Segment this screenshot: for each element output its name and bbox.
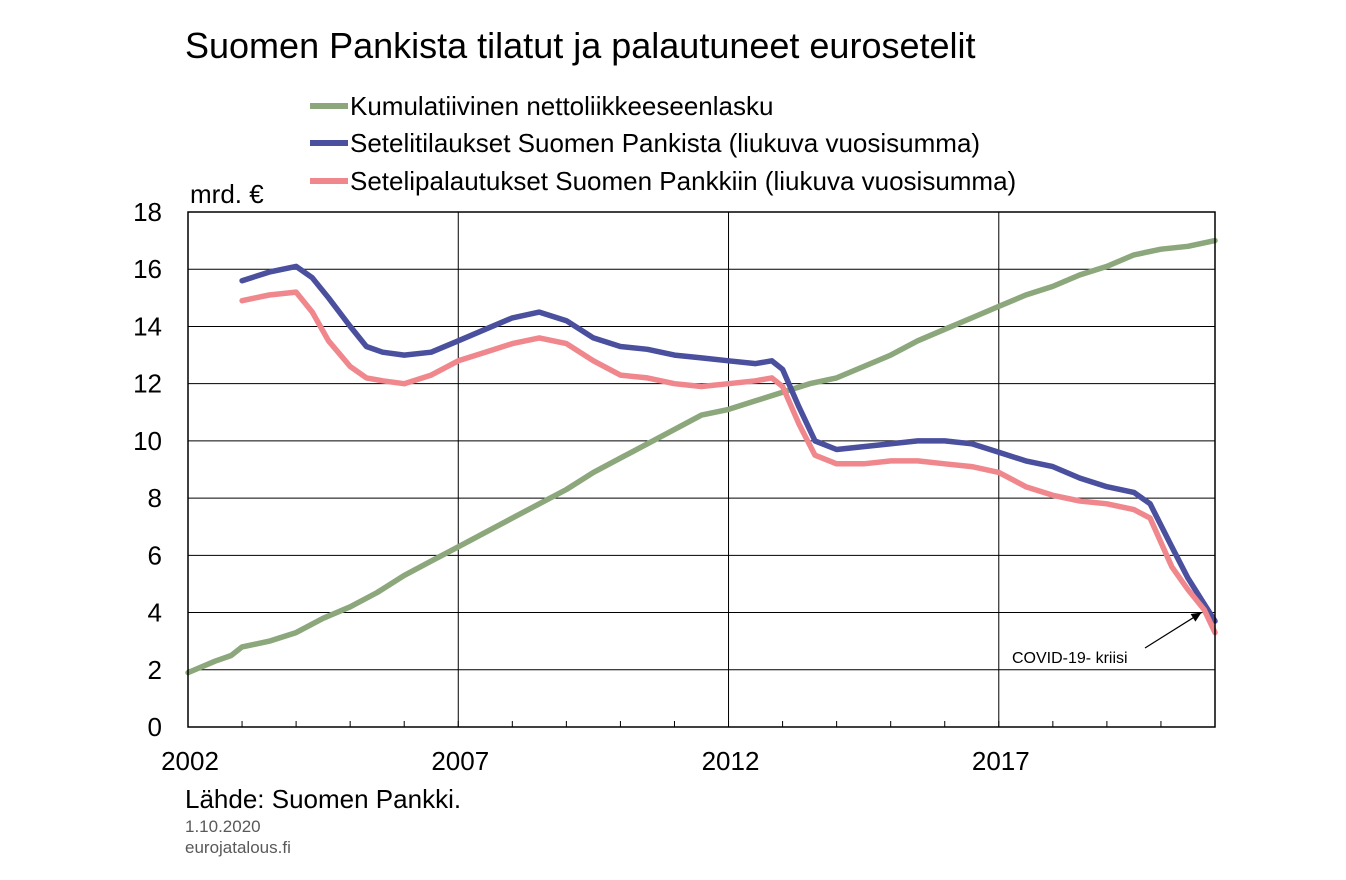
y-tick-label: 2 xyxy=(148,655,162,685)
series-line-0 xyxy=(185,237,1218,676)
y-tick-label: 18 xyxy=(133,197,162,227)
x-tick-label: 2017 xyxy=(972,746,1030,776)
y-tick-label: 4 xyxy=(148,598,162,628)
series-line-2 xyxy=(239,289,1218,636)
source-block: Lähde: Suomen Pankki. 1.10.2020 eurojata… xyxy=(185,784,461,857)
legend-label-2: Setelipalautukset Suomen Pankkiin (liuku… xyxy=(350,166,1016,196)
plot-frame xyxy=(187,211,1216,728)
legend-label-1: Setelitilaukset Suomen Pankista (liukuva… xyxy=(350,128,980,158)
gridlines xyxy=(187,212,1216,727)
annotations: COVID-19- kriisi xyxy=(1012,612,1202,667)
legend: Kumulatiivinen nettoliikkeeseenlasku Set… xyxy=(310,91,1016,196)
y-tick-label: 8 xyxy=(148,483,162,513)
y-tick-label: 10 xyxy=(133,426,162,456)
y-axis-label: mrd. € xyxy=(190,179,264,209)
y-tick-label: 16 xyxy=(133,254,162,284)
x-tick-label: 2012 xyxy=(702,746,760,776)
chart-title: Suomen Pankista tilatut ja palautuneet e… xyxy=(185,25,976,66)
annotation-label: COVID-19- kriisi xyxy=(1012,650,1128,667)
source-date: 1.10.2020 xyxy=(185,817,261,836)
y-tick-label: 14 xyxy=(133,311,162,341)
series-line-1 xyxy=(239,263,1218,624)
source-text: Lähde: Suomen Pankki. xyxy=(185,784,461,814)
annotation-arrowhead xyxy=(1190,612,1202,622)
y-tick-labels: 0 2 4 6 8 10 12 14 16 18 xyxy=(133,197,162,742)
y-tick-label: 12 xyxy=(133,369,162,399)
annotation-arrow xyxy=(1144,612,1202,649)
series-lines xyxy=(185,237,1218,676)
y-tick-label: 0 xyxy=(148,712,162,742)
legend-label-0: Kumulatiivinen nettoliikkeeseenlasku xyxy=(350,91,773,121)
x-tick-label: 2002 xyxy=(161,746,219,776)
y-tick-label: 6 xyxy=(148,540,162,570)
x-tick-label: 2007 xyxy=(431,746,489,776)
x-tick-labels: 2002 2007 2012 2017 xyxy=(161,746,1030,776)
source-site: eurojatalous.fi xyxy=(185,838,291,857)
